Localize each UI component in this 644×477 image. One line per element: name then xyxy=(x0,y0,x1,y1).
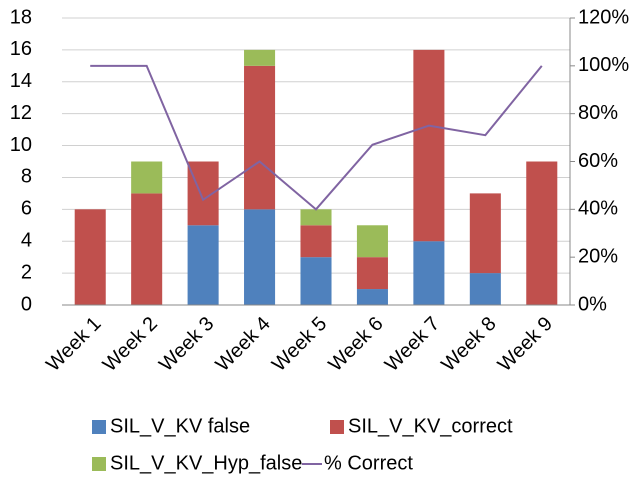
y-tick-label: 6 xyxy=(21,198,32,220)
y-tick-label: 10 xyxy=(10,134,32,156)
bar-segment xyxy=(300,225,332,258)
y-tick-label: 14 xyxy=(10,70,32,92)
x-tick-label: Week 1 xyxy=(42,313,105,376)
y-tick-label: 8 xyxy=(21,166,32,188)
x-tick-label: Week 9 xyxy=(494,313,557,376)
x-tick-label: Week 8 xyxy=(437,313,500,376)
legend-swatch xyxy=(92,420,106,434)
legend-swatch xyxy=(92,457,106,471)
bar-segment xyxy=(469,273,501,305)
y2-tick-label: 80% xyxy=(578,102,618,124)
bar-segment xyxy=(244,65,276,210)
y-tick-label: 18 xyxy=(10,6,32,28)
bar-segment xyxy=(300,257,332,305)
x-tick-label: Week 4 xyxy=(212,313,275,376)
legend-label: % Correct xyxy=(324,452,413,474)
legend-swatch xyxy=(330,420,344,434)
x-tick-label: Week 6 xyxy=(324,313,387,376)
bar-segment xyxy=(74,209,106,305)
bar-segment xyxy=(356,289,388,305)
x-tick-label: Week 2 xyxy=(99,313,162,376)
y-tick-label: 2 xyxy=(21,261,32,283)
bar-segment xyxy=(356,257,388,290)
bar-segment xyxy=(526,161,558,305)
bar-segment xyxy=(300,209,332,226)
bar-segment xyxy=(244,49,276,66)
x-tick-label: Week 3 xyxy=(155,313,218,376)
y-tick-label: 16 xyxy=(10,38,32,60)
bar-segment xyxy=(469,193,501,274)
y2-tick-label: 0% xyxy=(578,293,607,315)
y2-tick-label: 20% xyxy=(578,245,618,267)
y-tick-label: 4 xyxy=(21,230,32,252)
bar-segment xyxy=(131,161,163,194)
line-series xyxy=(90,64,543,211)
x-tick-label: Week 7 xyxy=(381,313,444,376)
bar-segment xyxy=(244,209,276,305)
legend-label: SIL_V_KV false xyxy=(110,415,250,437)
y-tick-label: 0 xyxy=(21,293,32,315)
bar-segment xyxy=(356,225,388,258)
y-tick-label: 12 xyxy=(10,102,32,124)
legend-label: SIL_V_KV_Hyp_false xyxy=(110,452,302,474)
legend-label: SIL_V_KV_correct xyxy=(348,415,513,437)
x-tick-label: Week 5 xyxy=(268,313,331,376)
bar-segment xyxy=(413,49,445,242)
y2-tick-label: 40% xyxy=(578,198,618,220)
y2-tick-label: 120% xyxy=(578,6,629,28)
bar-segment xyxy=(413,241,445,305)
bar-segment xyxy=(131,193,163,305)
y2-tick-label: 60% xyxy=(578,150,618,172)
bar-segment xyxy=(187,225,219,305)
y2-tick-label: 100% xyxy=(578,54,629,76)
